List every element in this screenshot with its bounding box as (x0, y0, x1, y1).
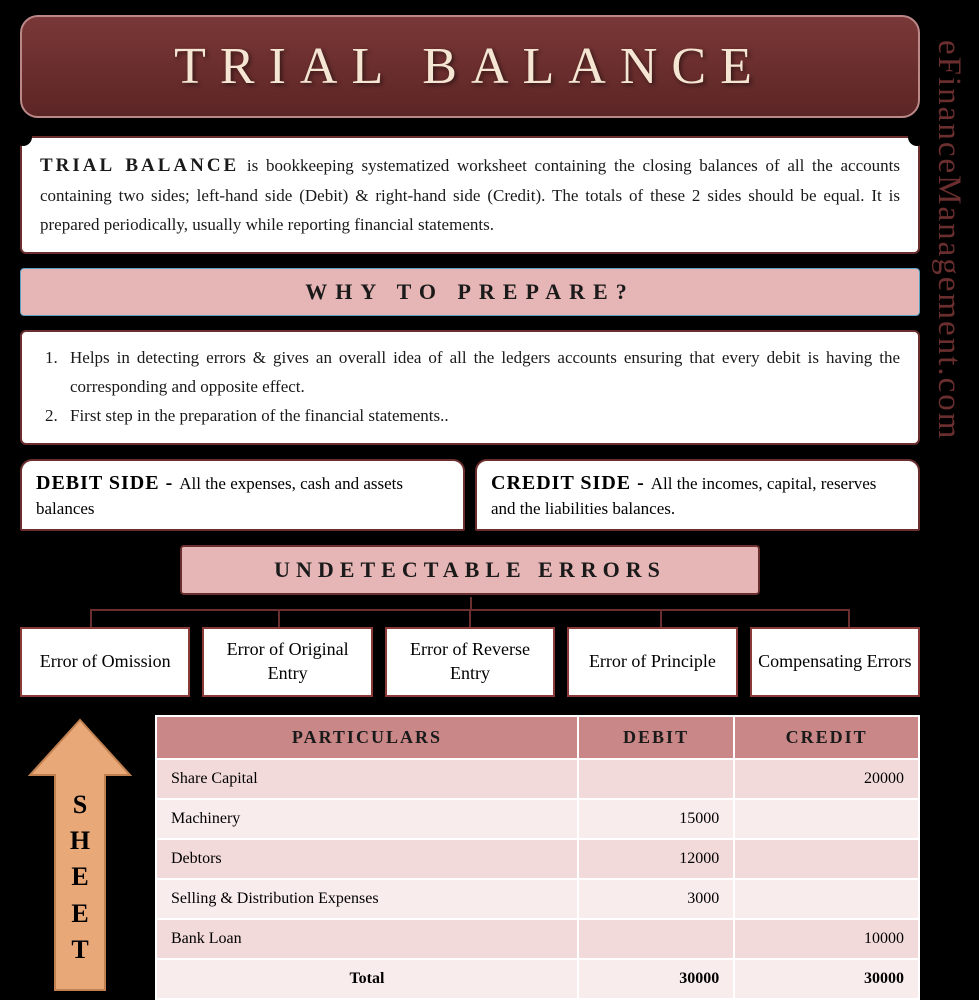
cell-credit (734, 799, 919, 839)
cell-particulars: Bank Loan (156, 919, 578, 959)
table-row: Bank Loan 10000 (156, 919, 919, 959)
table-row: Share Capital 20000 (156, 759, 919, 799)
cell-credit: 20000 (734, 759, 919, 799)
sheet-arrow: SHEET (20, 715, 140, 1000)
error-box: Error of Principle (567, 627, 737, 697)
reasons-list: Helps in detecting errors & gives an ove… (62, 344, 900, 431)
cell-particulars: Share Capital (156, 759, 578, 799)
cell-debit: 15000 (578, 799, 734, 839)
tree-connector (20, 597, 920, 627)
cell-credit (734, 879, 919, 919)
definition-box: TRIAL BALANCE is bookkeeping systematize… (20, 136, 920, 254)
infographic-container: TRIAL BALANCE TRIAL BALANCE is bookkeepi… (20, 15, 920, 1000)
reasons-box: Helps in detecting errors & gives an ove… (20, 330, 920, 445)
sheet-label: SHEET (20, 787, 140, 969)
col-header-particulars: PARTICULARS (156, 716, 578, 759)
errors-row: Error of Omission Error of Original Entr… (20, 627, 920, 697)
credit-lead: CREDIT SIDE - (491, 472, 651, 494)
table-row: Debtors 12000 (156, 839, 919, 879)
cell-particulars: Debtors (156, 839, 578, 879)
col-header-credit: CREDIT (734, 716, 919, 759)
table-row: Machinery 15000 (156, 799, 919, 839)
cell-debit (578, 919, 734, 959)
definition-lead: TRIAL BALANCE (40, 155, 239, 176)
reason-item: Helps in detecting errors & gives an ove… (62, 344, 900, 402)
col-header-debit: DEBIT (578, 716, 734, 759)
table-row: Selling & Distribution Expenses 3000 (156, 879, 919, 919)
reason-item: First step in the preparation of the fin… (62, 402, 900, 431)
error-box: Compensating Errors (750, 627, 920, 697)
cell-particulars: Machinery (156, 799, 578, 839)
why-header: WHY TO PREPARE? (20, 268, 920, 316)
sides-row: DEBIT SIDE - All the expenses, cash and … (20, 459, 920, 531)
errors-header: UNDETECTABLE ERRORS (180, 545, 760, 595)
cell-debit (578, 759, 734, 799)
debit-side-box: DEBIT SIDE - All the expenses, cash and … (20, 459, 465, 531)
error-box: Error of Reverse Entry (385, 627, 555, 697)
cell-credit: 10000 (734, 919, 919, 959)
errors-header-text: UNDETECTABLE ERRORS (274, 557, 666, 582)
title-text: TRIAL BALANCE (174, 38, 766, 95)
debit-lead: DEBIT SIDE - (36, 472, 179, 494)
error-box: Error of Original Entry (202, 627, 372, 697)
trial-balance-table: PARTICULARS DEBIT CREDIT Share Capital 2… (155, 715, 920, 1000)
title-banner: TRIAL BALANCE (20, 15, 920, 118)
watermark: eFinanceManagement.com (927, 40, 967, 440)
bottom-row: SHEET PARTICULARS DEBIT CREDIT Share Cap… (20, 715, 920, 1000)
table-header-row: PARTICULARS DEBIT CREDIT (156, 716, 919, 759)
error-box: Error of Omission (20, 627, 190, 697)
why-header-text: WHY TO PREPARE? (305, 279, 634, 304)
cell-debit: 12000 (578, 839, 734, 879)
credit-side-box: CREDIT SIDE - All the incomes, capital, … (475, 459, 920, 531)
cell-credit (734, 839, 919, 879)
cell-debit: 3000 (578, 879, 734, 919)
cell-particulars: Selling & Distribution Expenses (156, 879, 578, 919)
